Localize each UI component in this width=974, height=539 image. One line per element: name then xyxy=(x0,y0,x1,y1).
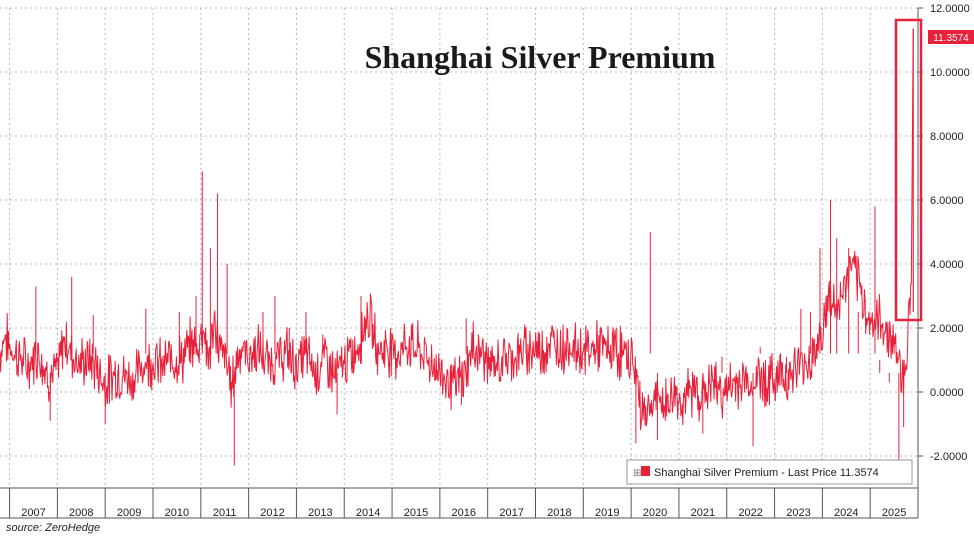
x-tick-label: 2019 xyxy=(595,507,619,519)
x-tick-label: 2009 xyxy=(117,507,141,519)
y-tick-label: 2.0000 xyxy=(930,323,964,335)
x-tick-label: 2023 xyxy=(786,507,810,519)
y-tick-label: -2.0000 xyxy=(930,451,967,463)
x-tick-label: 2021 xyxy=(691,507,715,519)
x-tick-label: 2020 xyxy=(643,507,667,519)
y-tick-label: 6.0000 xyxy=(930,195,964,207)
x-tick-label: 2011 xyxy=(213,507,237,519)
legend: ⊞ Shanghai Silver Premium - Last Price 1… xyxy=(626,459,913,485)
legend-swatch xyxy=(641,466,650,476)
x-tick-label: 2013 xyxy=(308,507,332,519)
x-tick-label: 2017 xyxy=(499,507,523,519)
x-tick-label: 2008 xyxy=(69,507,93,519)
x-tick-label: 2025 xyxy=(882,507,906,519)
x-tick-label: 2007 xyxy=(21,507,45,519)
grid xyxy=(0,7,918,488)
source-note: source: ZeroHedge xyxy=(6,522,100,534)
y-tick-label: 0.0000 xyxy=(930,387,964,399)
series-line xyxy=(0,28,914,431)
y-tick-label: 8.0000 xyxy=(930,131,964,143)
chart-title: Shanghai Silver Premium xyxy=(365,39,716,75)
legend-label: Shanghai Silver Premium - Last Price 11.… xyxy=(654,467,879,479)
y-tick-label: 10.0000 xyxy=(930,67,970,79)
x-tick-label: 2010 xyxy=(165,507,189,519)
x-tick-label: 2022 xyxy=(738,507,762,519)
last-price-label: 11.3574 xyxy=(928,30,974,44)
y-tick-label: 4.0000 xyxy=(930,259,964,271)
x-tick-label: 2024 xyxy=(834,507,858,519)
x-tick-label: 2018 xyxy=(547,507,571,519)
last-price-label-bg xyxy=(928,30,974,44)
x-tick-label: 2014 xyxy=(356,507,380,519)
y-tick-label: 12.0000 xyxy=(930,3,970,15)
legend-box xyxy=(626,459,913,485)
last-price-label-text: 11.3574 xyxy=(933,33,969,44)
series-layer xyxy=(0,28,914,469)
axes: -2.0000 0.0000 2.0000 4.0000 6.0000 8.0000 10.… xyxy=(0,3,970,519)
highlight-box xyxy=(894,18,923,322)
legend-expand-icon: ⊞ xyxy=(633,468,641,479)
x-tick-label: 2015 xyxy=(404,507,428,519)
x-tick-label: 2016 xyxy=(452,507,476,519)
x-tick-label: 2012 xyxy=(260,507,284,519)
